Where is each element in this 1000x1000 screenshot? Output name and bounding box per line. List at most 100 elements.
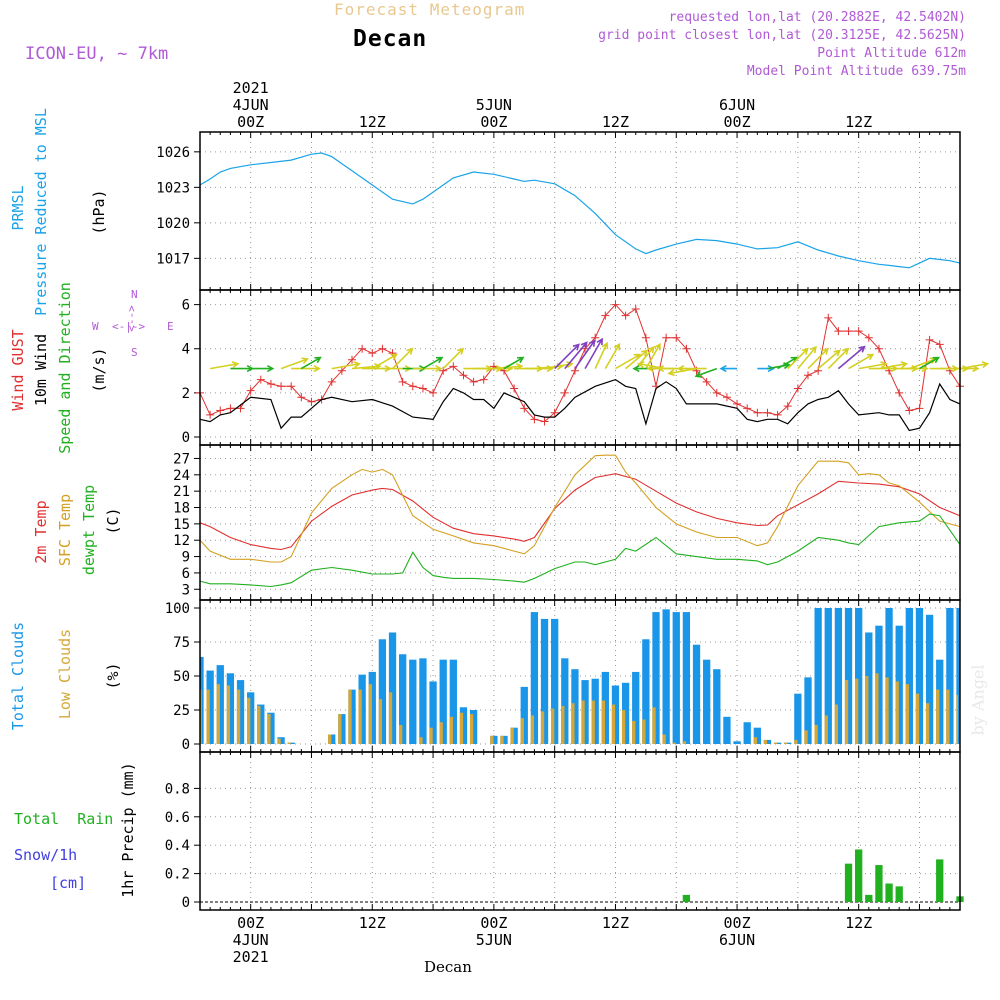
- gust-marker: [530, 415, 539, 424]
- low-cloud-bar: [378, 699, 383, 744]
- y-tick-label: 4: [182, 342, 190, 358]
- low-cloud-bar: [571, 703, 575, 744]
- arrow-head: [694, 371, 703, 378]
- arrow-head: [313, 365, 321, 373]
- total-cloud-bar: [358, 674, 366, 744]
- total-cloud-bar: [632, 671, 640, 744]
- gust-marker: [560, 388, 569, 397]
- low-cloud-bar: [632, 720, 636, 744]
- total-cloud-bar: [915, 608, 924, 744]
- total-cloud-bar: [469, 710, 478, 744]
- arrow-head: [406, 347, 414, 355]
- low-cloud-bar: [200, 689, 202, 744]
- total-cloud-bar: [540, 618, 549, 744]
- y-tick-label: 0.2: [165, 867, 190, 883]
- rain-bar: [936, 859, 944, 902]
- total-cloud-bar: [773, 742, 782, 744]
- top-time-label: 12Z: [358, 113, 386, 131]
- bottom-time-label: 00Z: [723, 914, 751, 932]
- arrow-head: [435, 356, 444, 364]
- top-time-label: 4JUN: [232, 96, 269, 114]
- y-tick-label: 12: [173, 533, 190, 549]
- snow-unit-label: [cm]: [50, 874, 87, 892]
- wind-direction-arrow: [331, 361, 361, 370]
- gust-marker: [712, 388, 721, 397]
- rain-bar: [885, 883, 893, 902]
- arrow-head: [932, 356, 940, 364]
- gust-marker: [793, 384, 802, 393]
- low-cloud-bar: [449, 716, 453, 744]
- y-tick-label: 50: [173, 669, 190, 685]
- low-cloud-bar: [844, 680, 849, 744]
- wind-direction-arrow: [422, 356, 444, 370]
- arrow-shaft: [858, 362, 887, 370]
- arrow-head: [601, 341, 609, 350]
- arrow-head: [435, 365, 443, 373]
- top-time-label: 2021: [232, 79, 269, 97]
- low-cloud-bar: [399, 724, 403, 744]
- wind-direction-arrow: [412, 365, 443, 373]
- total-cloud-bar: [824, 608, 832, 744]
- rain-bar: [875, 865, 883, 902]
- total-cloud-bar: [763, 739, 772, 744]
- total-cloud-bar: [611, 685, 620, 744]
- low-cloud-bar: [257, 705, 261, 744]
- gust-marker: [246, 386, 255, 395]
- arrow-shaft: [767, 363, 790, 370]
- wind-direction-arrow: [209, 361, 240, 370]
- wind-direction-arrow: [300, 356, 322, 370]
- total-cloud-bar: [399, 654, 407, 744]
- low-cloud-bar: [216, 684, 220, 744]
- arrow-head: [646, 365, 654, 373]
- total-cloud-bar: [652, 612, 660, 744]
- gust-marker: [358, 344, 367, 353]
- arrow-shaft: [615, 353, 641, 370]
- low-cloud-bar: [277, 738, 281, 744]
- arrow-head: [842, 347, 850, 355]
- wind-direction-arrow: [635, 345, 655, 370]
- bottom-time-label: 4JUN: [232, 931, 269, 949]
- gust-marker: [874, 344, 883, 353]
- gust-marker: [408, 382, 417, 391]
- top-time-label: 5JUN: [475, 96, 512, 114]
- total-cloud-bar: [368, 671, 376, 744]
- arrow-head: [390, 353, 398, 361]
- wind10-line: [199, 378, 961, 432]
- low-cloud-bar: [419, 737, 423, 744]
- wind-direction-arrow: [694, 367, 718, 378]
- low-cloud-bar: [500, 735, 504, 744]
- arrow-head: [654, 342, 661, 351]
- bottom-time-label: 00Z: [237, 914, 265, 932]
- low-cloud-bar: [358, 689, 362, 744]
- low-cloud-bar: [206, 689, 210, 744]
- low-cloud-bar: [773, 742, 778, 744]
- total-cloud-bar: [662, 609, 670, 744]
- low-cloud-bar: [946, 689, 950, 744]
- total-cloud-bar: [409, 659, 417, 744]
- low-cloud-bar: [814, 724, 818, 744]
- total-cloud-bar: [571, 669, 579, 744]
- wind-panel-frame: [199, 289, 961, 446]
- wind-direction-arrow: [645, 342, 661, 370]
- y-tick-label: 15: [173, 517, 190, 533]
- wind-direction-arrow: [797, 345, 817, 370]
- y-tick-label: 27: [173, 451, 190, 467]
- wind-direction-arrow: [787, 347, 809, 370]
- wind-direction-arrow: [827, 347, 850, 370]
- location-title: Decan: [353, 26, 428, 52]
- gust-marker: [307, 397, 316, 406]
- low-cloud-bar: [804, 730, 808, 744]
- arrow-shaft: [848, 353, 874, 370]
- low-cloud-bar: [611, 704, 616, 744]
- point-altitude: Point Altitude 612m: [817, 46, 966, 61]
- bottom-time-label: 12Z: [358, 914, 386, 932]
- gust-marker: [672, 333, 681, 342]
- bottom-time-label: 6JUN: [719, 931, 756, 949]
- wind-direction-arrow: [604, 342, 621, 370]
- gust-marker: [834, 327, 843, 336]
- arrow-shaft: [280, 358, 308, 370]
- gust-marker: [935, 340, 944, 349]
- arrow-head: [353, 361, 361, 369]
- arrow-head: [667, 369, 675, 377]
- total-cloud-bar: [591, 678, 599, 744]
